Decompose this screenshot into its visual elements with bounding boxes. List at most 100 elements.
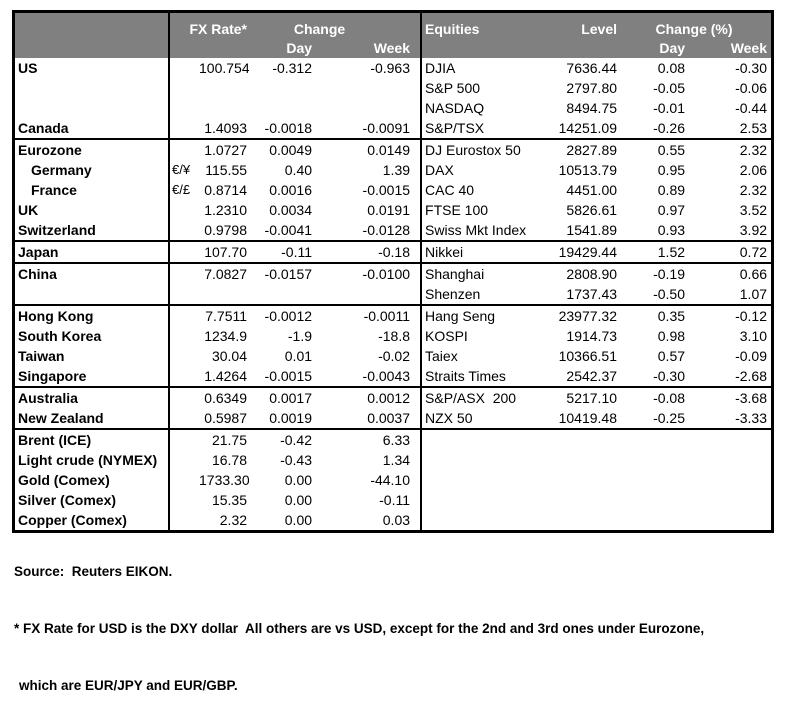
equity-level-value [529, 450, 617, 470]
fx-day-change-value: -0.0015 [249, 366, 313, 388]
equity-name [421, 490, 529, 510]
equity-week-change-value: -0.44 [735, 100, 768, 116]
table-row: Nikkei 19429.44 1.52 0.72 [421, 241, 772, 264]
fx-day-change-value [249, 78, 312, 98]
equity-name: Straits Times [421, 366, 530, 388]
equity-week-change-value [685, 429, 771, 450]
equity-level-value: 7636.44 [566, 60, 618, 76]
equity-level-value: 14251.09 [529, 118, 618, 140]
fx-row-label: UK [15, 200, 170, 220]
fx-day-change-value: 0.00 [284, 472, 313, 488]
equity-day-change-value: -0.26 [617, 118, 686, 140]
fx-week-change-value: 0.03 [382, 512, 411, 528]
equity-day-change-value: -0.50 [617, 284, 686, 306]
table-row [15, 98, 420, 118]
equity-name: S&P/TSX [421, 118, 530, 140]
fx-footnote-line2: which are EUR/JPY and EUR/GBP. [19, 678, 238, 693]
fx-week-column-header: Week [312, 37, 421, 58]
table-row: US 100.754 -0.312 -0.963 [15, 58, 420, 78]
equity-name: Shenzen [421, 284, 530, 306]
equity-name: CAC 40 [425, 182, 475, 198]
equity-level-value: 1914.73 [566, 328, 618, 344]
fx-row-label: Copper (Comex) [15, 510, 170, 530]
fx-rate-value: 0.5987 [199, 408, 250, 430]
currency-pair-label [169, 139, 199, 160]
table-row: Australia 0.6349 0.0017 0.0012 [15, 387, 420, 408]
fx-corner-cell [15, 13, 170, 37]
equity-level-value: 4451.00 [566, 182, 618, 198]
fx-week-change-value: -0.02 [378, 348, 411, 364]
table-row: UK 1.2310 0.0034 0.0191 [15, 200, 420, 220]
table-row: Copper (Comex) 2.32 0.00 0.03 [15, 510, 420, 530]
equity-week-change-value: -3.68 [735, 390, 768, 406]
currency-pair-label [169, 98, 199, 118]
table-row: CAC 40 4451.00 0.89 2.32 [421, 180, 771, 200]
table-row [421, 470, 771, 490]
fx-row-label: Switzerland [15, 220, 170, 242]
table-footnotes: Source: Reuters EIKON. * FX Rate for USD… [14, 524, 704, 714]
fx-row-label: Germany [15, 160, 170, 180]
fx-rate-value: 1.0727 [204, 142, 248, 158]
equity-level-value: 1737.43 [529, 284, 618, 306]
equity-week-change-value: -3.33 [685, 408, 772, 430]
currency-pair-label: €/£ [172, 182, 191, 197]
fx-day-change-value: -0.0041 [249, 220, 313, 242]
currency-pair-label [169, 408, 199, 430]
equity-day-change-value: 0.95 [657, 162, 686, 178]
fx-day-change-value: -0.43 [280, 452, 313, 468]
table-row: Shenzen 1737.43 -0.50 1.07 [421, 284, 772, 306]
table-row: Singapore 1.4264 -0.0015 -0.0043 [15, 366, 421, 388]
table-row: DJ Eurostox 50 2827.89 0.55 2.32 [421, 139, 771, 160]
equity-level-value: 5826.61 [566, 202, 618, 218]
currency-pair-label [169, 326, 199, 346]
equity-week-change-value: 2.32 [739, 142, 768, 158]
equity-day-change-value: -0.01 [653, 100, 686, 116]
equity-level-value: 2827.89 [566, 142, 618, 158]
table-row: New Zealand 0.5987 0.0019 0.0037 [15, 408, 421, 430]
currency-pair-label [169, 58, 199, 78]
table-row: China 7.0827 -0.0157 -0.0100 [15, 263, 420, 284]
currency-pair-label [169, 200, 199, 220]
fx-week-change-value: 0.0149 [367, 142, 411, 158]
currency-pair-label [169, 387, 199, 408]
equity-name: FTSE 100 [425, 202, 489, 218]
fx-row-label: Silver (Comex) [15, 490, 170, 510]
fx-row-label: China [15, 263, 170, 284]
equity-week-change-value: -0.09 [735, 348, 768, 364]
equity-name: DJ Eurostox 50 [425, 142, 521, 158]
market-data-table: FX Rate* Change Day Week US 100.754 -0.312… [12, 10, 775, 533]
equity-name: KOSPI [425, 328, 468, 344]
fx-row-label [15, 98, 170, 118]
fx-day-change-value: 0.00 [284, 492, 313, 508]
equity-week-change-value: -2.68 [685, 366, 772, 388]
table-row: S&P/TSX 14251.09 -0.26 2.53 [421, 118, 772, 140]
fx-change-column-header: Change [249, 13, 421, 37]
fx-day-change-value: 0.0016 [269, 182, 313, 198]
fx-rate-value: 21.75 [211, 432, 248, 448]
table-row: FTSE 100 5826.61 0.97 3.52 [421, 200, 771, 220]
table-row: NASDAQ 8494.75 -0.01 -0.44 [421, 98, 771, 118]
equity-name: Nikkei [421, 241, 530, 264]
fx-day-change-value: -0.11 [249, 241, 313, 264]
fx-week-change-value [312, 98, 420, 118]
fx-week-change-value: 1.39 [382, 162, 411, 178]
table-row: Hong Kong 7.7511 -0.0012 -0.0011 [15, 305, 420, 326]
table-row: Brent (ICE) 21.75 -0.42 6.33 [15, 429, 420, 450]
table-row: Switzerland 0.9798 -0.0041 -0.0128 [15, 220, 421, 242]
fx-week-change-value: -0.18 [312, 241, 421, 264]
table-row [421, 450, 771, 470]
table-row: Germany €/¥ 115.55 0.40 1.39 [15, 160, 420, 180]
fx-day-column-header: Day [249, 37, 313, 58]
equity-level-value: 10513.79 [558, 162, 618, 178]
fx-table-header: FX Rate* Change Day Week [15, 13, 421, 58]
currency-pair-label [169, 366, 199, 388]
fx-rate-value: 15.35 [211, 492, 248, 508]
equity-week-change-value [685, 450, 771, 470]
equity-week-change-value: 0.66 [739, 266, 768, 282]
table-row: Shanghai 2808.90 -0.19 0.66 [421, 263, 771, 284]
fx-row-label [15, 78, 170, 98]
fx-week-change-value [312, 78, 420, 98]
fx-rate-value [199, 78, 249, 98]
fx-week-change-value [312, 284, 421, 306]
table-row: DAX 10513.79 0.95 2.06 [421, 160, 771, 180]
